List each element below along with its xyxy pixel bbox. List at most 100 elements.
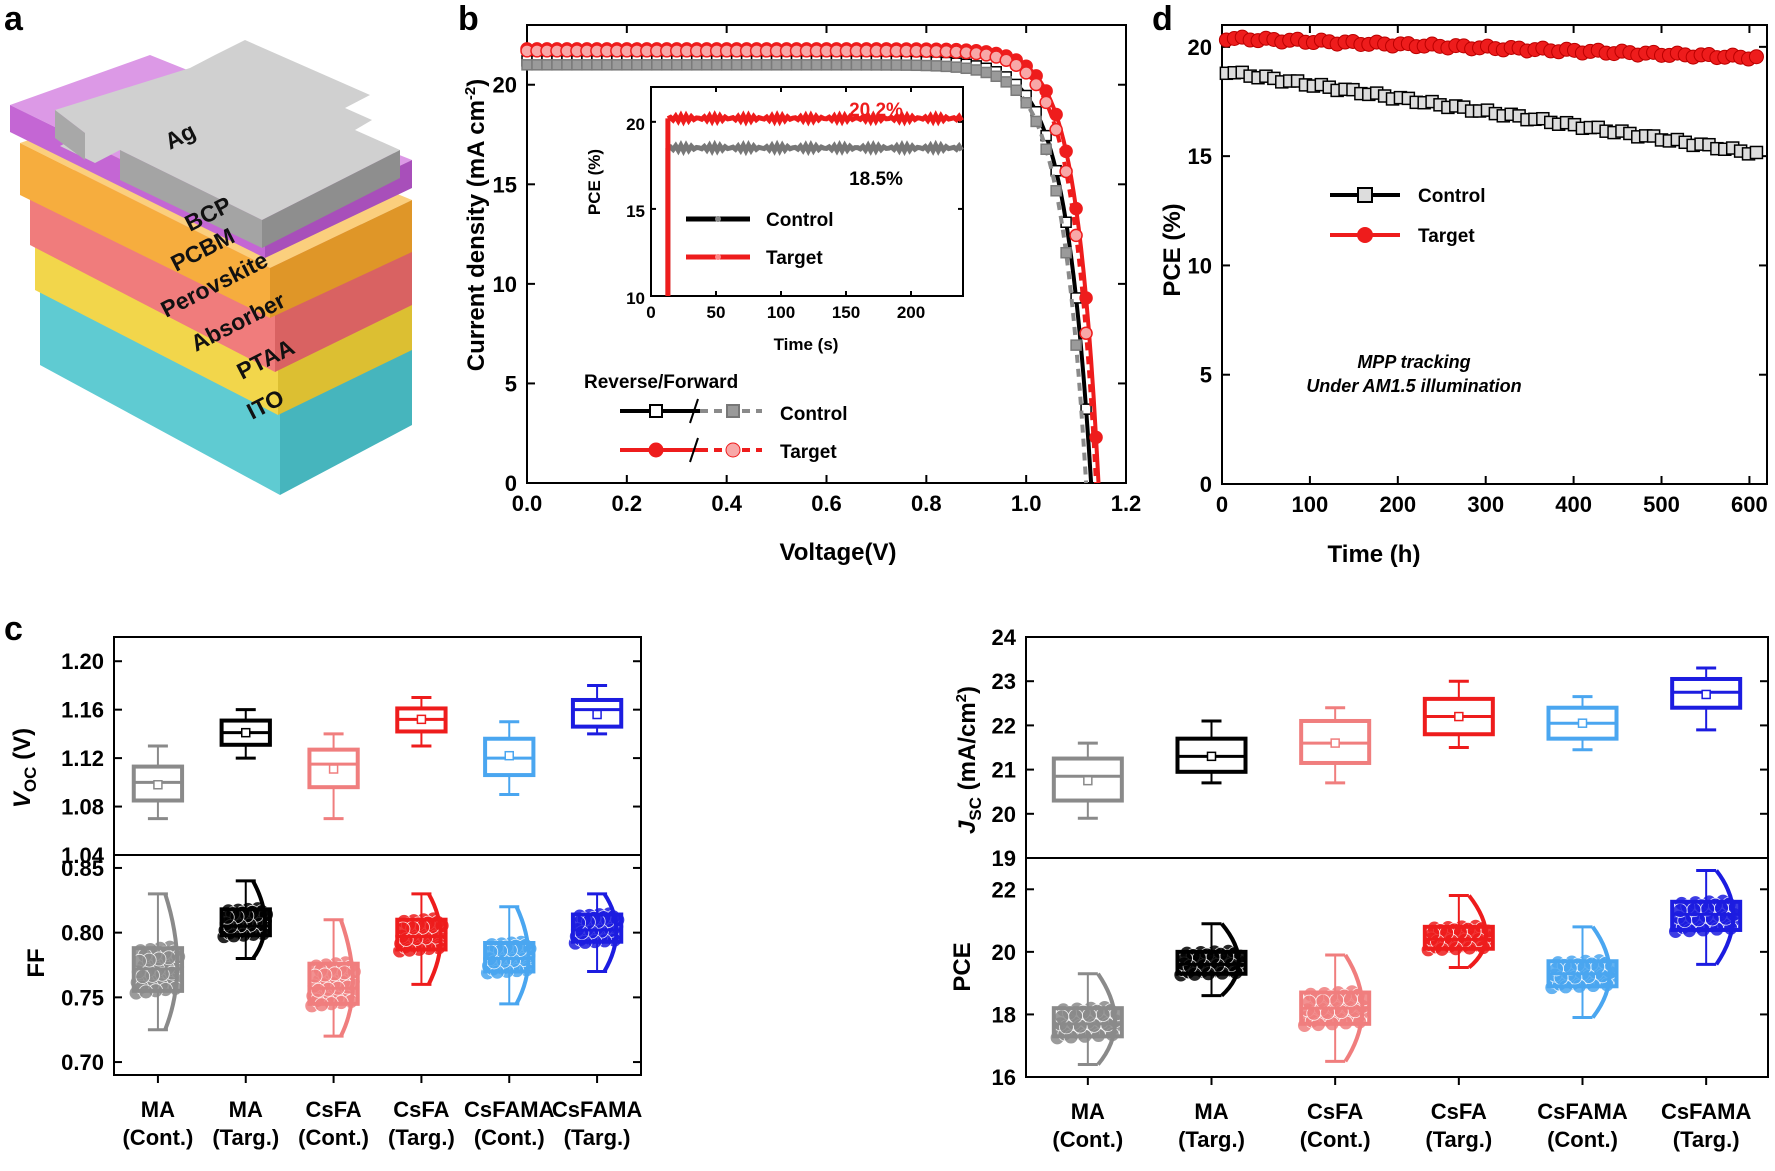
jv-point <box>790 59 803 71</box>
jv-xtick-label: 0.2 <box>612 491 643 516</box>
pce-data-point <box>1054 1009 1070 1025</box>
jv-point <box>840 59 853 71</box>
jsc-mean <box>1454 711 1464 722</box>
jsc-mean <box>1577 718 1588 728</box>
ff-ylabel: FF <box>23 948 50 977</box>
jv-point <box>1049 122 1063 137</box>
jv-point <box>900 59 913 71</box>
inset-xtick-label: 150 <box>832 303 860 322</box>
jv-xtick-label: 0.8 <box>911 491 942 516</box>
inset-trace-control <box>665 139 964 296</box>
ff-category-label: (Targ.) <box>388 1125 455 1150</box>
ff-box <box>307 961 360 1006</box>
jsc-mean <box>1701 689 1711 700</box>
ff-distribution-curve <box>514 905 531 1005</box>
jv-point <box>960 62 973 75</box>
jv-point <box>720 59 733 71</box>
ff-box <box>395 917 448 952</box>
jv-point <box>730 59 743 71</box>
pce-distribution-curve <box>1220 922 1241 998</box>
stability-xtick-label: 400 <box>1555 492 1592 517</box>
pce-ytick-label: 22 <box>992 877 1016 902</box>
pce-category-label: CsFA <box>1307 1099 1363 1124</box>
jv-point <box>680 59 693 71</box>
voc-mean <box>241 727 251 738</box>
jv-ytick-label: 10 <box>493 272 517 297</box>
jv-point <box>750 59 763 71</box>
pce-box <box>1670 899 1743 932</box>
jv-point <box>880 59 893 71</box>
jv-point <box>1019 66 1033 80</box>
ff-data-point <box>135 969 151 984</box>
statistics-boxplots: 1.04 1.08 1.12 1.16 1.20 0.70 0.75 0.80 0.85 MA (C… <box>61 625 1769 1152</box>
voc-ytick-label: 1.08 <box>61 795 104 820</box>
stability-ytick-label: 20 <box>1188 35 1212 60</box>
jv-legend-marker <box>725 442 741 458</box>
jsc-ytick-label: 24 <box>992 625 1017 650</box>
stability-xtick-label: 100 <box>1292 492 1329 517</box>
ff-frame <box>113 854 642 1076</box>
jv-point <box>1000 76 1012 88</box>
stability-ytick-label: 10 <box>1188 253 1212 278</box>
jsc-ytick-label: 21 <box>992 758 1016 783</box>
jv-point <box>770 59 783 71</box>
stability-legend-marker <box>1357 227 1373 243</box>
pce-box <box>1051 1006 1124 1039</box>
jv-xtick-label: 1.0 <box>1011 491 1042 516</box>
ff-category-label: (Targ.) <box>212 1125 279 1150</box>
inset-xtick-label: 50 <box>707 303 726 322</box>
ff-box <box>219 907 272 938</box>
inset-label-control: 18.5% <box>849 169 903 190</box>
jv-ytick-label: 0 <box>505 471 517 496</box>
stability-xtick-label: 300 <box>1467 492 1504 517</box>
ff-category-label: CsFA <box>393 1097 449 1122</box>
jsc-box <box>1051 756 1124 803</box>
ff-distribution-curve <box>338 919 355 1038</box>
jv-point <box>700 59 713 71</box>
voc-mean <box>592 709 602 720</box>
jv-point <box>890 59 903 71</box>
stability-ytick-label: 5 <box>1200 363 1212 388</box>
pce-category-label: MA <box>1194 1099 1228 1124</box>
jv-point <box>740 59 753 71</box>
pce-category-label: (Targ.) <box>1425 1127 1492 1152</box>
jv-point <box>531 59 543 71</box>
pce-data-point <box>1329 993 1345 1008</box>
pce-data-point <box>1343 992 1358 1007</box>
pce-category-label: (Targ.) <box>1673 1127 1740 1152</box>
pce-ytick-label: 18 <box>992 1002 1016 1027</box>
voc-ytick-label: 1.04 <box>61 843 105 868</box>
inset-legend-marker <box>715 254 721 260</box>
jv-ylabel: Current density (mA cm-2) <box>462 79 490 372</box>
stability-ytick-label: 0 <box>1200 472 1212 497</box>
jv-point <box>601 59 613 71</box>
ff-category-label: CsFA <box>305 1097 361 1122</box>
jv-point <box>690 59 703 71</box>
jv-point <box>631 59 643 71</box>
ff-box <box>570 912 624 944</box>
ff-data-point <box>310 982 326 998</box>
jv-point <box>671 59 683 71</box>
pce-category-label: (Cont.) <box>1547 1127 1618 1152</box>
stability-xtick-label: 500 <box>1643 492 1680 517</box>
jv-point <box>611 59 623 71</box>
jv-point <box>1070 339 1082 351</box>
jv-point <box>990 70 1002 83</box>
jv-point <box>581 59 593 71</box>
stability-ytick-label: 15 <box>1188 144 1212 169</box>
jv-point <box>561 59 573 71</box>
ff-category-label: CsFAMA <box>464 1097 555 1122</box>
jv-point <box>521 59 533 71</box>
jv-point <box>830 59 843 71</box>
jv-point <box>541 59 553 71</box>
ff-ytick-label: 0.85 <box>61 856 104 881</box>
jv-point <box>780 59 793 71</box>
pce-data-point <box>1315 993 1331 1009</box>
jv-xtick-label: 0.0 <box>512 491 543 516</box>
ff-category-label: MA <box>141 1097 175 1122</box>
pce-category-label: MA <box>1071 1099 1105 1124</box>
inset-xlabel: Time (s) <box>774 335 839 354</box>
device-stack-diagram: Ag BCP PCBM Perovskite Absorber PTAA ITO <box>10 40 412 495</box>
stability-point-control <box>1749 145 1764 160</box>
jv-point <box>1060 246 1072 259</box>
